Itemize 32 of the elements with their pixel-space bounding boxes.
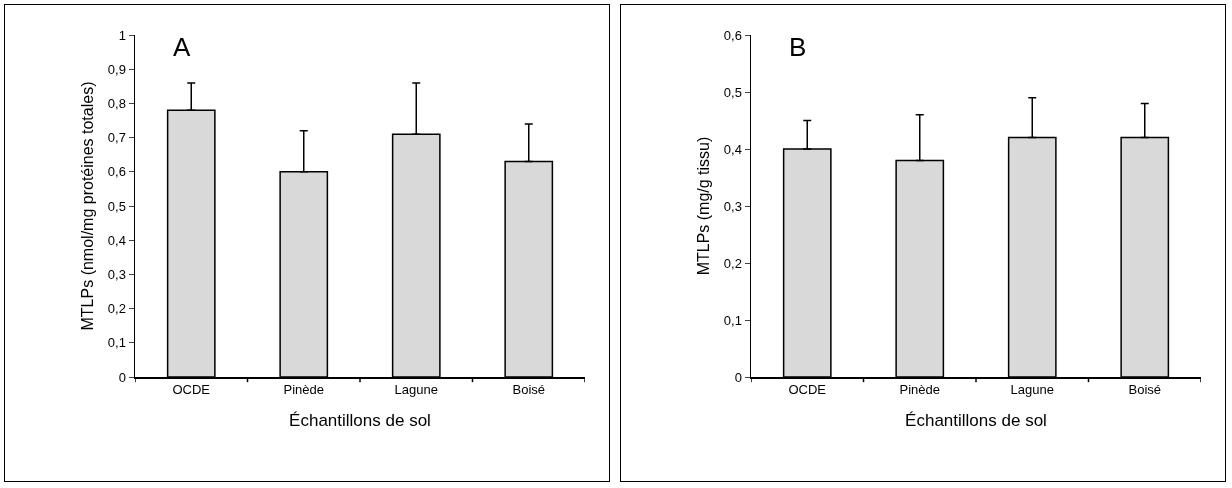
y-axis-title: MTLPs (mg/g tissu) xyxy=(694,136,712,276)
y-tick-label: 0,1 xyxy=(723,312,742,328)
y-tick-label: 0,8 xyxy=(107,95,126,111)
y-tick-label: 0 xyxy=(118,369,126,385)
y-tick-label: 0,9 xyxy=(107,61,126,77)
y-tick-label: 0,3 xyxy=(723,198,742,214)
x-tick-label: OCDE xyxy=(172,382,211,398)
y-tick-label: 1 xyxy=(118,27,126,43)
x-tick-label: Pinède xyxy=(283,382,324,398)
chart-title: B xyxy=(789,32,807,63)
y-tick-label: 0 xyxy=(734,369,742,385)
y-tick-label: 0,2 xyxy=(107,301,126,317)
y-axis-title: MTLPs (nmol/mg protéines totales) xyxy=(78,81,96,331)
chart-title: A xyxy=(173,32,191,63)
y-tick-label: 0,4 xyxy=(107,232,126,248)
y-tick-label: 0,6 xyxy=(107,164,126,180)
x-axis-title: Échantillons de sol xyxy=(905,411,1047,431)
x-tick-label: OCDE xyxy=(788,382,827,398)
y-tick-label: 0,5 xyxy=(107,198,126,214)
x-axis-title: Échantillons de sol xyxy=(289,411,431,431)
y-tick-label: 0,5 xyxy=(723,84,742,100)
y-tick-label: 0,2 xyxy=(723,255,742,271)
x-tick-label: Boisé xyxy=(512,382,546,398)
y-tick-label: 0,6 xyxy=(723,27,742,43)
y-tick-label: 0,4 xyxy=(723,141,742,157)
y-tick-label: 0,7 xyxy=(107,130,126,146)
y-tick-label: 0,3 xyxy=(107,266,126,282)
x-tick-label: Lagune xyxy=(1010,382,1054,398)
x-tick-label: Boisé xyxy=(1128,382,1162,398)
x-tick-label: Lagune xyxy=(394,382,438,398)
y-tick-label: 0,1 xyxy=(107,335,126,351)
x-tick-label: Pinède xyxy=(899,382,940,398)
